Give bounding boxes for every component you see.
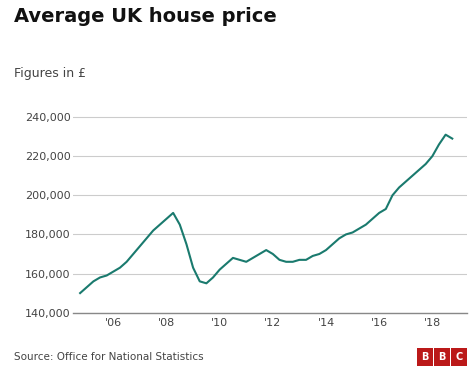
Text: Figures in £: Figures in £ xyxy=(14,67,86,80)
Text: C: C xyxy=(456,352,463,362)
Text: Source: Office for National Statistics: Source: Office for National Statistics xyxy=(14,352,204,362)
Text: Average UK house price: Average UK house price xyxy=(14,7,277,26)
Text: B: B xyxy=(421,352,428,362)
Text: B: B xyxy=(438,352,446,362)
